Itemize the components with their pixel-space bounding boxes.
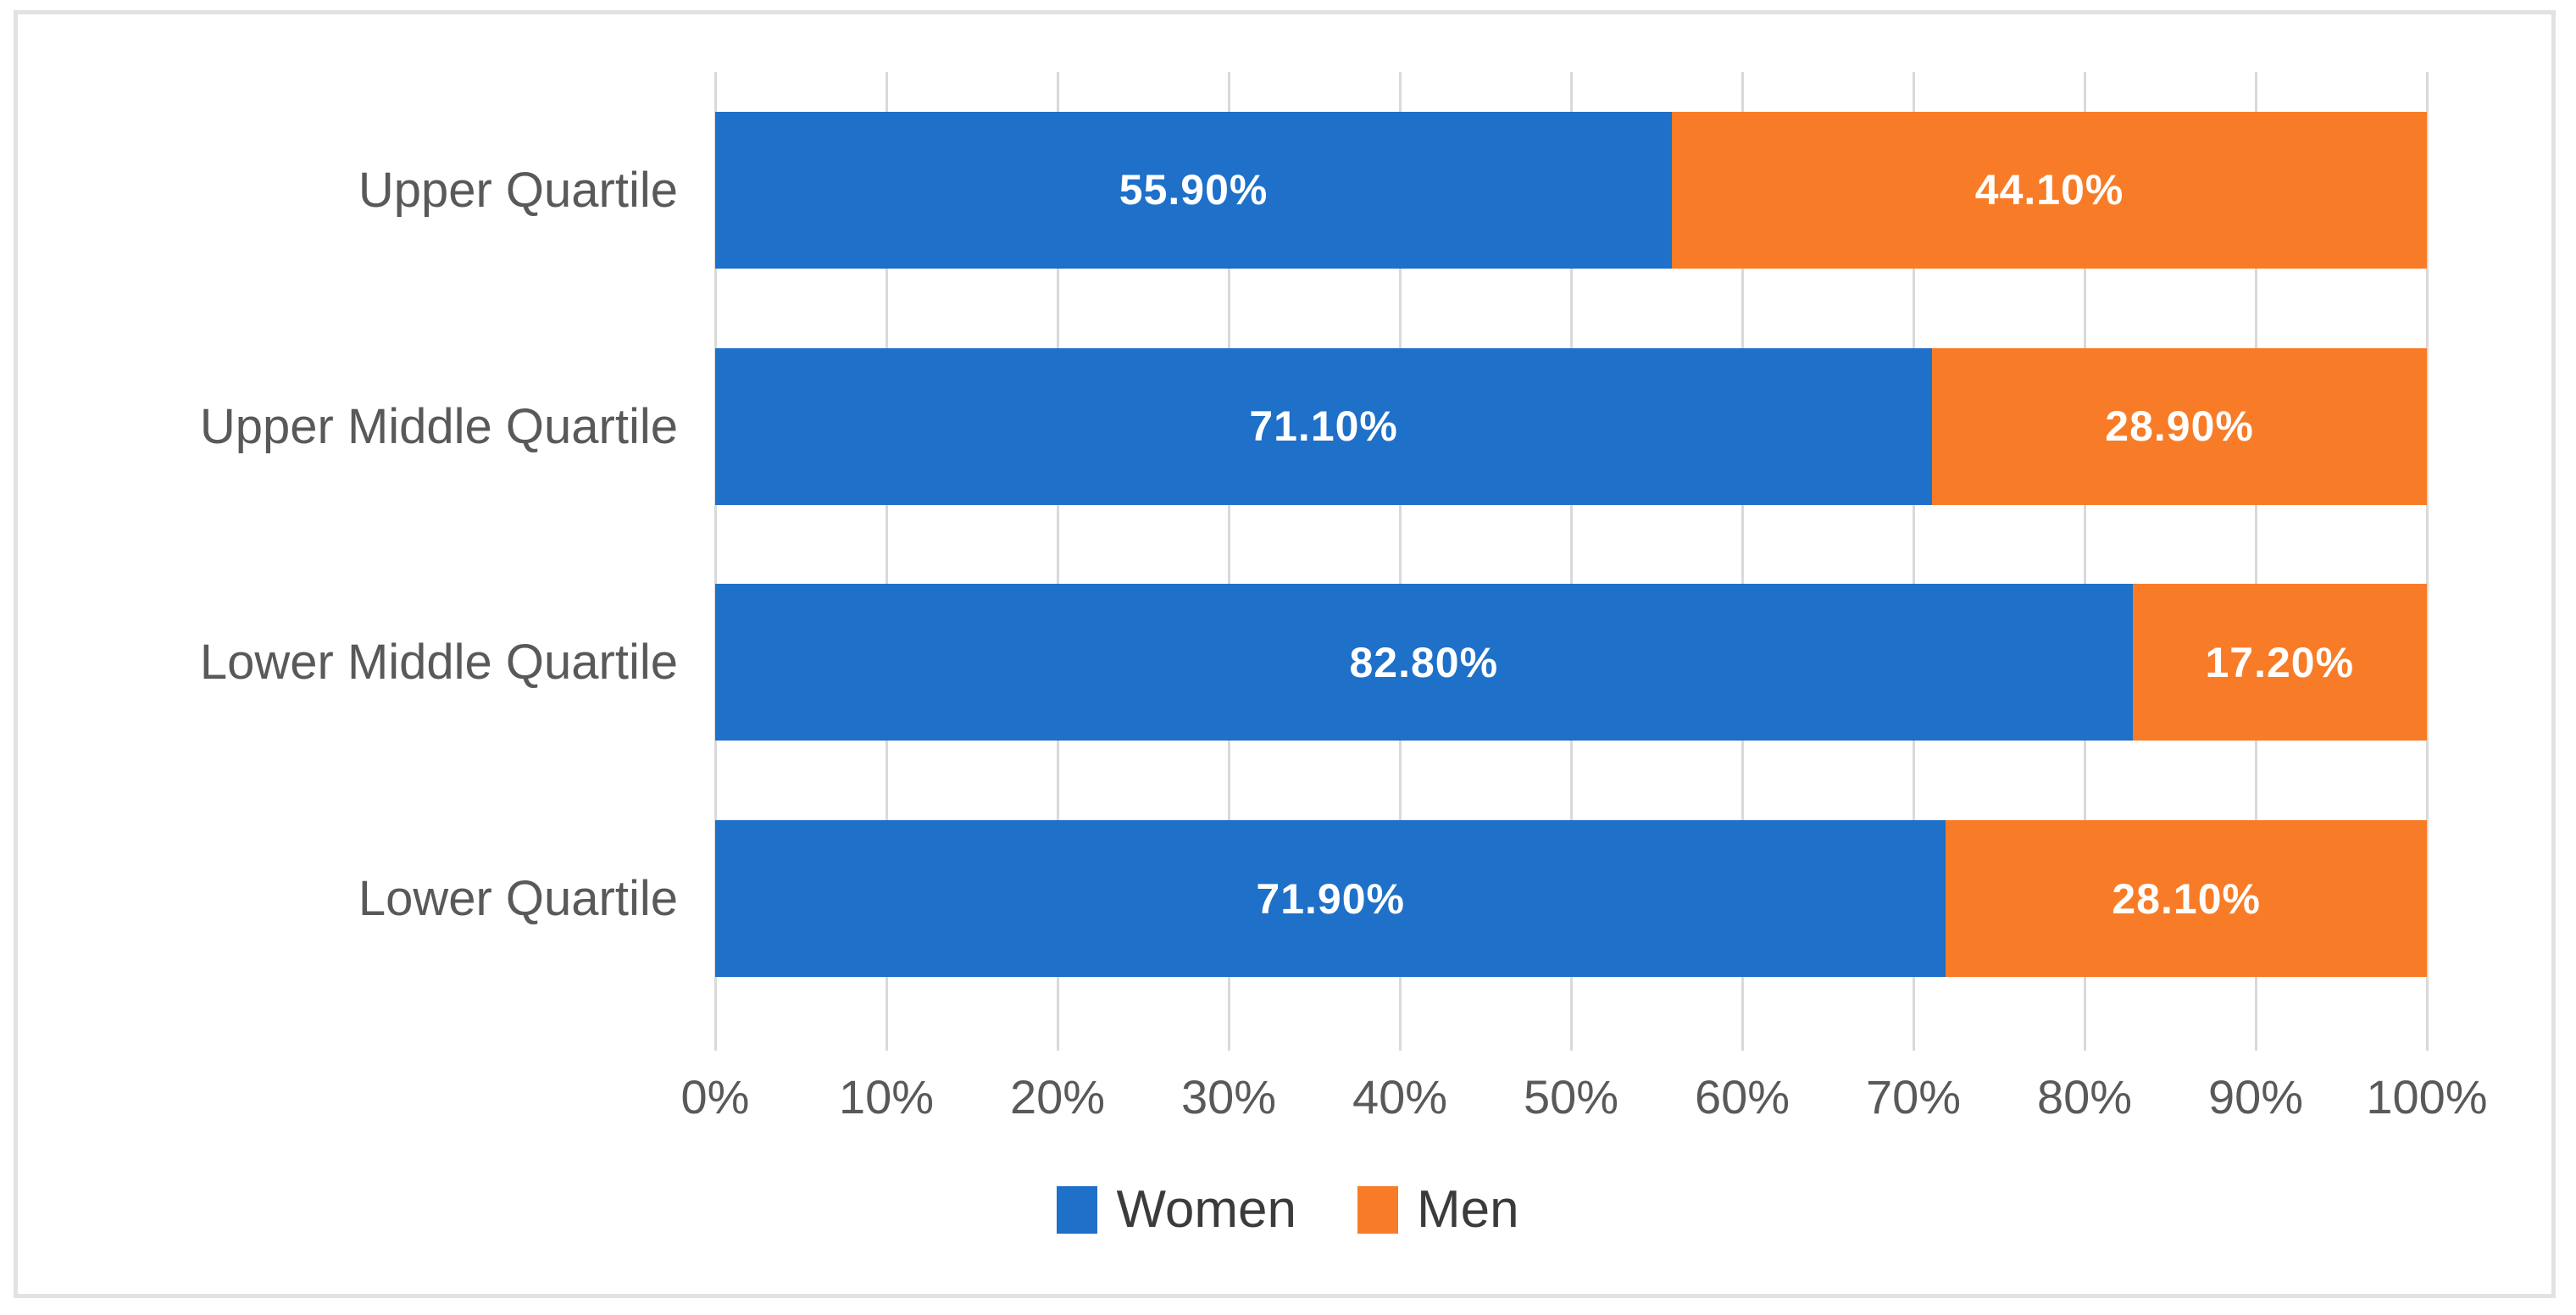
bar-row: 82.80% 17.20% bbox=[715, 584, 2427, 741]
x-tick-label-90%: 90% bbox=[2207, 1070, 2304, 1124]
data-label: 44.10% bbox=[1974, 166, 2124, 214]
data-label: 28.10% bbox=[2112, 874, 2261, 923]
gridline-40% bbox=[1398, 72, 1402, 1051]
legend-item-men: Men bbox=[1357, 1179, 1519, 1240]
category-label: Lower Middle Quartile bbox=[199, 635, 678, 691]
data-label: 55.90% bbox=[1119, 166, 1269, 214]
legend-swatch-men bbox=[1357, 1185, 1398, 1234]
legend-label: Women bbox=[1116, 1180, 1296, 1239]
legend-item-women: Women bbox=[1057, 1179, 1296, 1240]
x-tick-label-100%: 100% bbox=[2366, 1070, 2488, 1124]
legend-swatch-women bbox=[1057, 1185, 1098, 1234]
bar-row: 71.90% 28.10% bbox=[715, 820, 2427, 978]
gridline-80% bbox=[2083, 72, 2086, 1051]
bar-segment-women: 55.90% bbox=[715, 111, 1673, 269]
category-label: Upper Quartile bbox=[358, 162, 678, 218]
bar-segment-men: 17.20% bbox=[2132, 584, 2427, 741]
gridline-50% bbox=[1569, 72, 1573, 1051]
gridline-100% bbox=[2425, 72, 2429, 1051]
x-tick-label-0%: 0% bbox=[680, 1070, 750, 1124]
bar-segment-men: 28.90% bbox=[1932, 347, 2427, 505]
bar-row: 71.10% 28.90% bbox=[715, 347, 2427, 505]
x-tick-label-40%: 40% bbox=[1352, 1070, 1448, 1124]
x-tick-label-70%: 70% bbox=[1865, 1070, 1962, 1124]
legend-label: Men bbox=[1416, 1180, 1519, 1239]
gridline-70% bbox=[1912, 72, 1915, 1051]
x-tick-label-10%: 10% bbox=[838, 1070, 935, 1124]
x-tick-label-20%: 20% bbox=[1009, 1070, 1106, 1124]
gridline-30% bbox=[1227, 72, 1230, 1051]
x-tick-label-30%: 30% bbox=[1180, 1070, 1277, 1124]
bar-row: 55.90% 44.10% bbox=[715, 111, 2427, 269]
data-label: 82.80% bbox=[1349, 638, 1499, 686]
category-label: Lower Quartile bbox=[358, 871, 678, 927]
data-label: 28.90% bbox=[2105, 402, 2254, 451]
x-tick-label-60%: 60% bbox=[1694, 1070, 1790, 1124]
bar-segment-women: 71.10% bbox=[715, 347, 1933, 505]
legend: Women Men bbox=[0, 1179, 2576, 1240]
bar-segment-women: 71.90% bbox=[715, 820, 1946, 978]
bar-segment-men: 44.10% bbox=[1672, 111, 2427, 269]
data-label: 17.20% bbox=[2205, 638, 2355, 686]
data-label: 71.10% bbox=[1249, 402, 1398, 451]
bar-segment-women: 82.80% bbox=[715, 584, 2133, 741]
gridline-0% bbox=[713, 72, 717, 1051]
gridline-60% bbox=[1740, 72, 1744, 1051]
gridline-10% bbox=[885, 72, 888, 1051]
x-tick-label-50%: 50% bbox=[1523, 1070, 1619, 1124]
x-tick-label-80%: 80% bbox=[2036, 1070, 2133, 1124]
gridline-20% bbox=[1056, 72, 1059, 1051]
gridline-90% bbox=[2254, 72, 2257, 1051]
category-label: Upper Middle Quartile bbox=[199, 398, 678, 454]
data-label: 71.90% bbox=[1256, 874, 1405, 923]
bar-segment-men: 28.10% bbox=[1946, 820, 2427, 978]
